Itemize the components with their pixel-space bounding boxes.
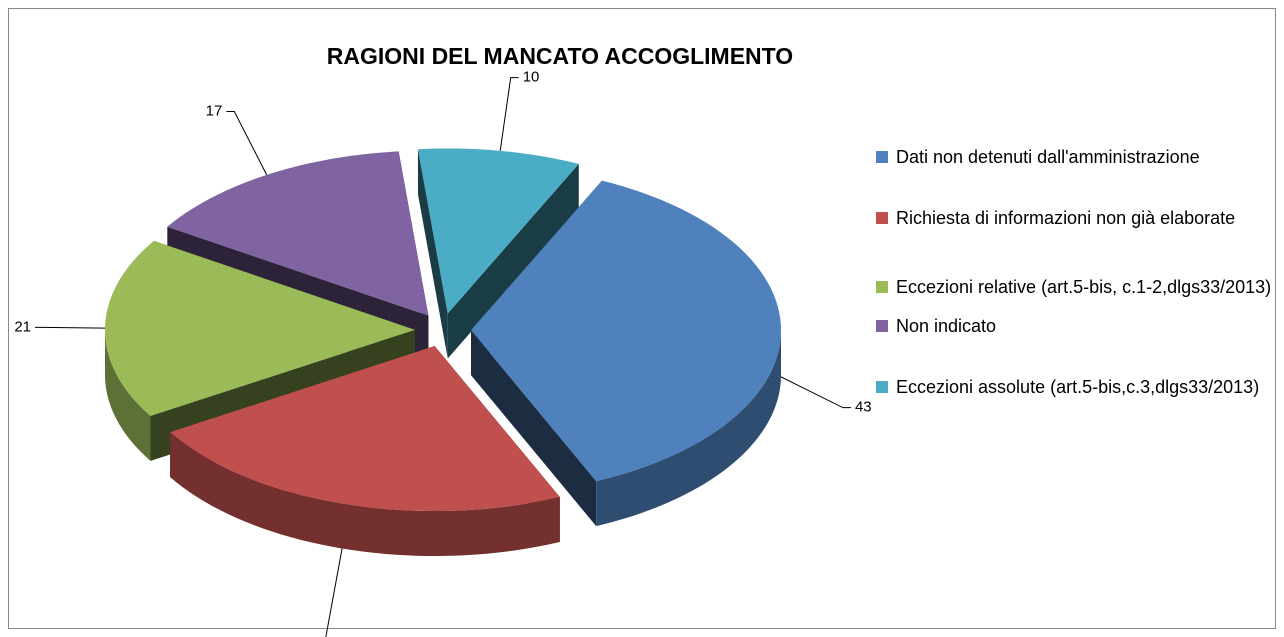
slice-wall <box>105 329 151 461</box>
slice <box>170 346 560 557</box>
legend-swatch <box>876 212 888 224</box>
leader-line <box>499 77 519 151</box>
legend-label: Dati non detenuti dall'amministrazione <box>896 147 1200 167</box>
legend-item: Eccezioni assolute (art.5-bis,c.3,dlgs33… <box>876 375 1276 399</box>
legend-item: Dati non detenuti dall'amministrazione <box>876 145 1276 169</box>
slice-side <box>470 330 597 527</box>
legend-item: Non indicato <box>876 314 1276 338</box>
slice-wall <box>596 330 781 527</box>
legend-label: Richiesta di informazioni non già elabor… <box>896 208 1236 228</box>
slice <box>470 180 781 527</box>
data-label: 21 <box>14 318 31 335</box>
slice-top <box>167 151 429 316</box>
legend-label: Eccezioni assolute (art.5-bis,c.3,dlgs33… <box>896 377 1260 397</box>
slice-side <box>447 163 579 359</box>
slice-top <box>170 346 560 512</box>
legend-label: Eccezioni relative (art.5-bis, c.1-2,dlg… <box>896 277 1272 297</box>
leader-line <box>35 326 106 329</box>
legend-label: Non indicato <box>896 316 997 336</box>
leader-line <box>780 376 851 409</box>
slice-top <box>105 240 416 416</box>
legend-swatch <box>876 381 888 393</box>
data-label: 10 <box>523 69 540 86</box>
legend-swatch <box>876 151 888 163</box>
legend-swatch <box>876 281 888 293</box>
legend-item: Richiesta di informazioni non già elabor… <box>876 206 1276 230</box>
data-label: 43 <box>855 399 872 416</box>
slice-wall <box>170 432 560 557</box>
legend-swatch <box>876 320 888 332</box>
leader-line <box>325 548 343 637</box>
data-label: 17 <box>206 103 223 120</box>
leader-line <box>226 111 268 176</box>
slice-side <box>417 149 448 359</box>
slice <box>417 148 579 359</box>
slice-top <box>417 148 579 314</box>
chart-title: RAGIONI DEL MANCATO ACCOGLIMENTO <box>327 43 793 69</box>
slice-top <box>470 180 781 482</box>
legend-item: Eccezioni relative (art.5-bis, c.1-2,dlg… <box>876 275 1276 299</box>
